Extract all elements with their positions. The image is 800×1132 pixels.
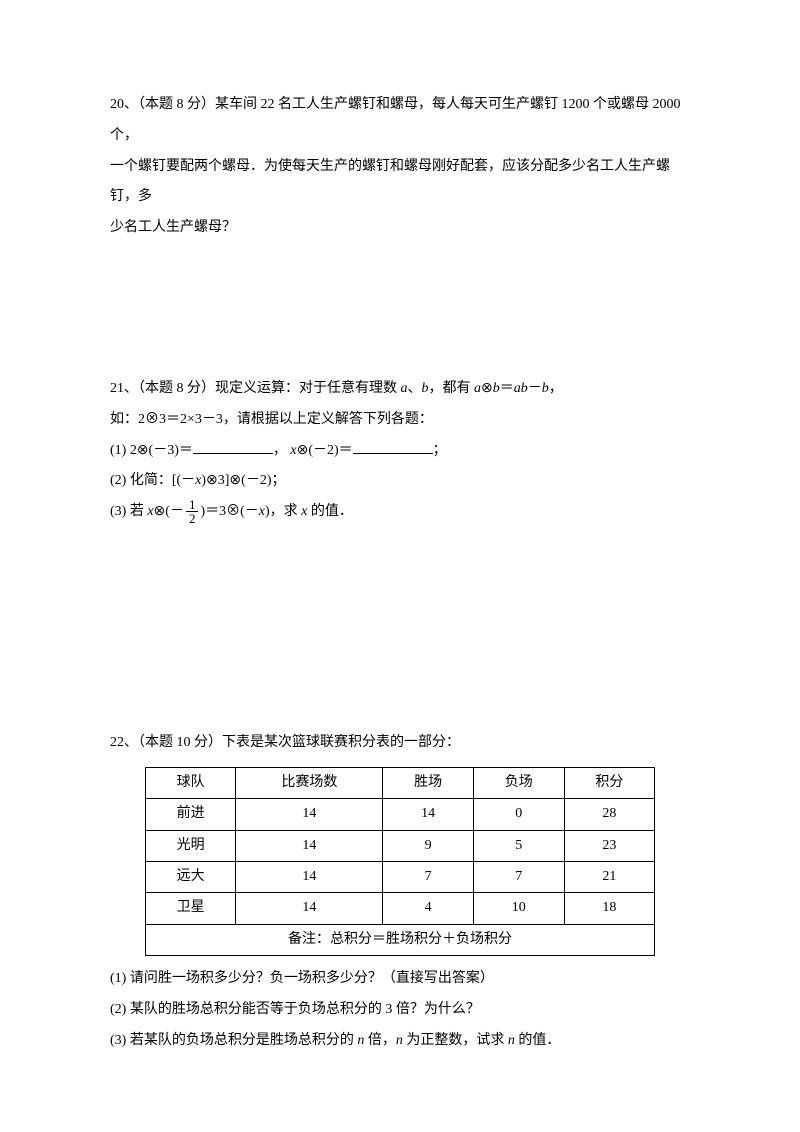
var-n: n [508,1033,515,1048]
table-header: 比赛场数 [236,767,383,798]
table-cell: 5 [473,830,564,861]
text: ⊗(－ [154,504,184,519]
table-header: 积分 [564,767,655,798]
table-header: 球队 [145,767,236,798]
problem-21: 21、（本题 8 分）现定义运算：对于任意有理数 a、b，都有 a⊗b＝ab－b… [110,374,690,528]
table-cell: 14 [236,893,383,924]
table-cell: 23 [564,830,655,861]
table-header-row: 球队 比赛场数 胜场 负场 积分 [145,767,654,798]
text: (3) 若某队的负场总积分是胜场总积分的 [110,1033,357,1048]
text: ， [549,381,563,396]
problem-points: （本题 8 分） [138,97,215,112]
problem-points: （本题 10 分） [138,735,222,750]
score-table: 球队 比赛场数 胜场 负场 积分 前进 14 14 0 28 光明 14 9 5… [145,767,655,956]
table-row: 光明 14 9 5 23 [145,830,654,861]
otimes: ⊗ [481,381,493,396]
table-cell: 18 [564,893,655,924]
denominator: 2 [186,512,199,525]
table-header: 胜场 [383,767,474,798]
problem-21-line-2: 如：2⊗3＝2×3－3，请根据以上定义解答下列各题： [110,405,690,436]
table-cell: 14 [383,799,474,830]
var-a: a [474,381,481,396]
text: ； [433,443,447,458]
problem-20: 20、（本题 8 分）某车间 22 名工人生产螺钉和螺母，每人每天可生产螺钉 1… [110,90,690,244]
fraction-half: 12 [186,498,199,525]
text: ＝ [500,381,514,396]
var-b: b [493,381,500,396]
problem-22-intro: 22、（本题 10 分）下表是某次篮球联赛积分表的一部分： [110,728,690,759]
table-note-row: 备注：总积分＝胜场积分＋负场积分 [145,924,654,955]
text: (2) 化简：[(－ [110,473,195,488]
problem-number: 22、 [110,735,138,750]
problem-22-sub-3: (3) 若某队的负场总积分是胜场总积分的 n 倍，n 为正整数，试求 n 的值． [110,1026,690,1057]
var-b: b [422,381,429,396]
text: 现定义运算：对于任意有理数 [215,381,401,396]
problem-20-line-2: 一个螺钉要配两个螺母．为使每天生产的螺钉和螺母刚好配套，应该分配多少名工人生产螺… [110,152,690,214]
var-n: n [396,1033,403,1048]
problem-number: 20、 [110,97,138,112]
problem-22-sub-2: (2) 某队的胜场总积分能否等于负场总积分的 3 倍？为什么？ [110,995,690,1026]
problem-22-sub-1: (1) 请问胜一场积多少分？负一场积多少分？（直接写出答案） [110,964,690,995]
problem-22: 22、（本题 10 分）下表是某次篮球联赛积分表的一部分： 球队 比赛场数 胜场… [110,728,690,1057]
problem-21-sub-2: (2) 化简：[(－x)⊗3]⊗(－2)； [110,466,690,497]
numerator: 1 [186,498,199,512]
text: 、 [408,381,422,396]
problem-21-sub-3: (3) 若 x⊗(－12)＝3⊗(－x)，求 x 的值． [110,497,690,528]
table-note: 备注：总积分＝胜场积分＋负场积分 [145,924,654,955]
text: － [528,381,542,396]
blank-input[interactable] [353,437,433,454]
table-cell: 4 [383,893,474,924]
problem-number: 21、 [110,381,138,396]
text: (3) 若 [110,504,147,519]
problem-21-line-1: 21、（本题 8 分）现定义运算：对于任意有理数 a、b，都有 a⊗b＝ab－b… [110,374,690,405]
table-cell: 14 [236,799,383,830]
table-header: 负场 [473,767,564,798]
table-cell: 前进 [145,799,236,830]
text: (1) 2⊗(－3)＝ [110,443,193,458]
text: 的值． [307,504,353,519]
table-cell: 7 [383,861,474,892]
table-cell: 14 [236,861,383,892]
table-cell: 卫星 [145,893,236,924]
text: )，求 [265,504,301,519]
problem-20-line-1: 20、（本题 8 分）某车间 22 名工人生产螺钉和螺母，每人每天可生产螺钉 1… [110,90,690,152]
table-cell: 10 [473,893,564,924]
text: ⊗(－2)＝ [297,443,353,458]
problem-20-line-3: 少名工人生产螺母？ [110,213,690,244]
text: 为正整数，试求 [403,1033,508,1048]
var-b: b [542,381,549,396]
table-cell: 光明 [145,830,236,861]
table-row: 卫星 14 4 10 18 [145,893,654,924]
text: ， [273,443,291,458]
table-cell: 0 [473,799,564,830]
table-row: 前进 14 14 0 28 [145,799,654,830]
table-cell: 21 [564,861,655,892]
text: 倍， [364,1033,396,1048]
problem-21-sub-1: (1) 2⊗(－3)＝， x⊗(－2)＝； [110,436,690,467]
table-cell: 7 [473,861,564,892]
problem-points: （本题 8 分） [138,381,215,396]
table-cell: 远大 [145,861,236,892]
var-a: a [401,381,408,396]
text: ，都有 [429,381,475,396]
var-ab: ab [514,381,528,396]
table-row: 远大 14 7 7 21 [145,861,654,892]
text: 的值． [515,1033,561,1048]
table-cell: 28 [564,799,655,830]
text: )⊗3]⊗(－2)； [201,473,285,488]
text: 下表是某次篮球联赛积分表的一部分： [222,735,460,750]
table-cell: 14 [236,830,383,861]
blank-input[interactable] [193,437,273,454]
text: )＝3⊗(－ [200,504,258,519]
table-cell: 9 [383,830,474,861]
